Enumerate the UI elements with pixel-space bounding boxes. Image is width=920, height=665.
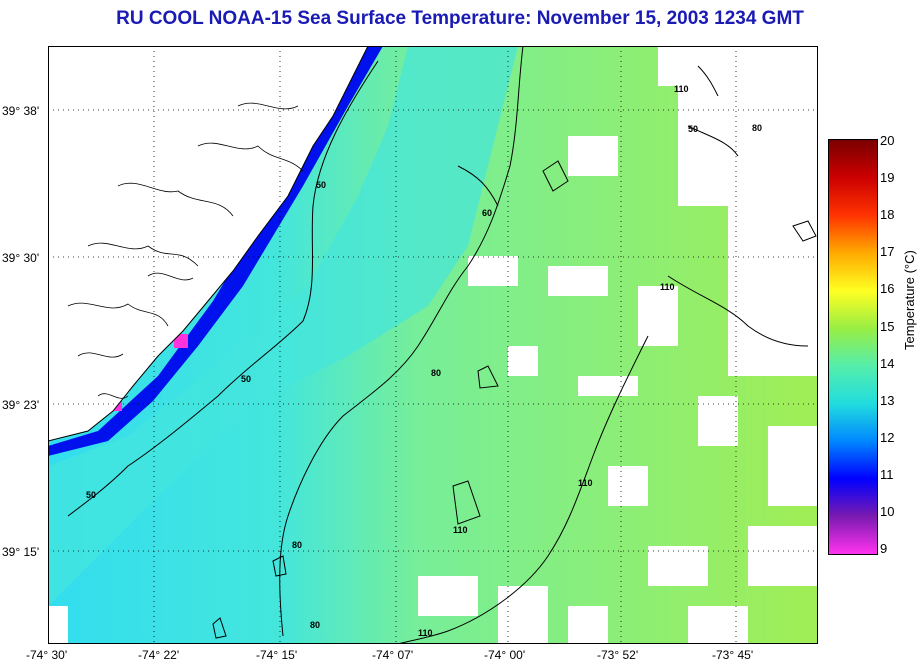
lat-label: 39° 23' xyxy=(2,398,39,412)
colorbar-tick: 16 xyxy=(880,281,894,296)
lat-label: 39° 30' xyxy=(2,251,39,265)
sst-map-svg: 50 50 50 50 60 80 80 80 110 110 110 110 … xyxy=(48,46,818,644)
colorbar-label: Temperature (°C) xyxy=(902,250,917,350)
colorbar-tick: 10 xyxy=(880,504,894,519)
lon-label: -73° 45' xyxy=(712,648,753,662)
map-title: RU COOL NOAA-15 Sea Surface Temperature:… xyxy=(0,8,920,30)
colorbar-tick: 14 xyxy=(880,356,894,371)
colorbar-tick: 13 xyxy=(880,393,894,408)
contour-label: 60 xyxy=(482,208,492,218)
colorbar-tick: 18 xyxy=(880,207,894,222)
lat-label: 39° 38' xyxy=(2,104,39,118)
colorbar-tick: 9 xyxy=(880,541,887,556)
colorbar-tick: 15 xyxy=(880,319,894,334)
lon-label: -74° 15' xyxy=(256,648,297,662)
lon-label: -74° 07' xyxy=(372,648,413,662)
contour-label: 110 xyxy=(578,478,593,488)
lat-label: 39° 15' xyxy=(2,545,39,559)
contour-label: 50 xyxy=(86,490,96,500)
lon-label: -74° 00' xyxy=(484,648,525,662)
contour-label: 110 xyxy=(674,84,689,94)
colorbar-tick: 12 xyxy=(880,430,894,445)
contour-label: 110 xyxy=(453,525,468,535)
contour-label: 50 xyxy=(316,180,326,190)
lon-label: -74° 22' xyxy=(138,648,179,662)
lon-label: -73° 52' xyxy=(597,648,638,662)
colorbar-tick: 17 xyxy=(880,244,894,259)
contour-label: 110 xyxy=(660,282,675,292)
lon-label: -74° 30' xyxy=(26,648,67,662)
colorbar-gradient xyxy=(828,139,878,555)
sst-map: 50 50 50 50 60 80 80 80 110 110 110 110 … xyxy=(48,46,818,644)
contour-label: 110 xyxy=(418,628,433,638)
colorbar-tick: 20 xyxy=(880,133,894,148)
contour-label: 50 xyxy=(688,124,698,134)
contour-label: 80 xyxy=(752,123,762,133)
contour-label: 80 xyxy=(292,540,302,550)
colorbar-tick: 19 xyxy=(880,170,894,185)
contour-label: 50 xyxy=(241,374,251,384)
contour-label: 80 xyxy=(310,620,320,630)
colorbar-tick: 11 xyxy=(880,467,894,482)
contour-label: 80 xyxy=(431,368,441,378)
